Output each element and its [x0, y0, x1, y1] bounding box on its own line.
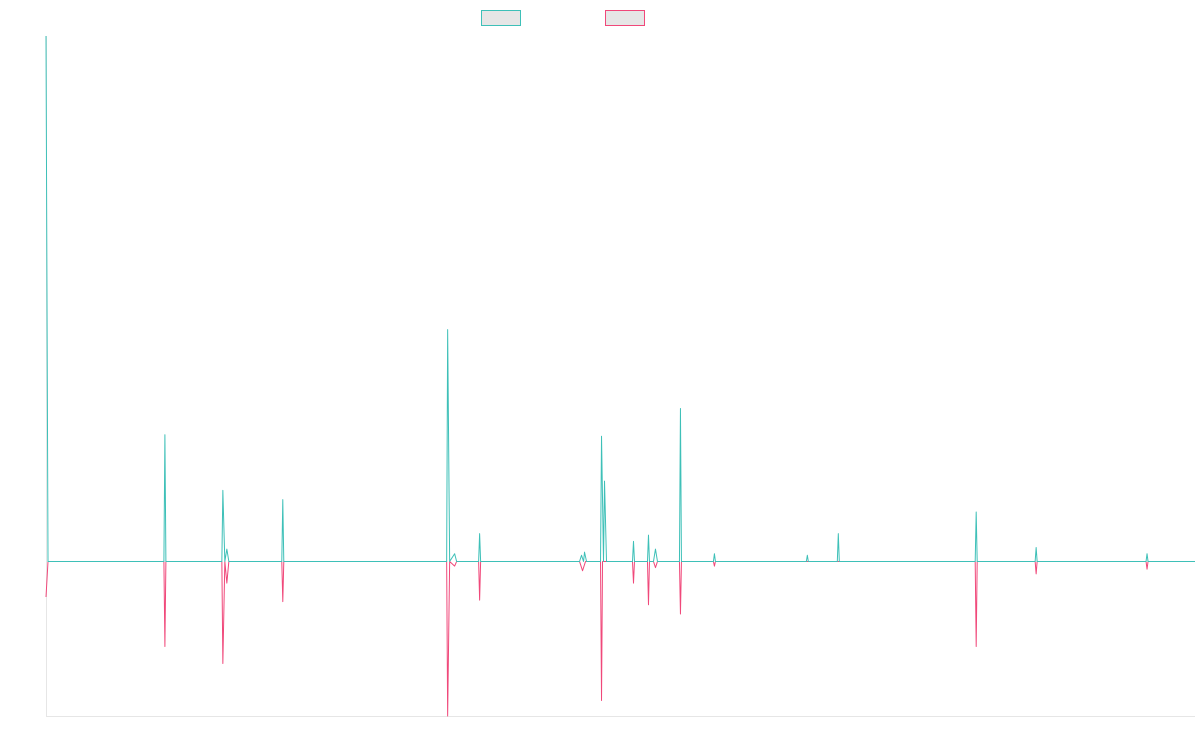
- legend-swatch-2[interactable]: [605, 10, 645, 26]
- series-line-1: [45, 35, 1195, 562]
- series-layer: [45, 35, 1195, 717]
- legend[interactable]: [481, 10, 645, 26]
- legend-swatch-1[interactable]: [481, 10, 521, 26]
- series-line-2: [45, 560, 1195, 717]
